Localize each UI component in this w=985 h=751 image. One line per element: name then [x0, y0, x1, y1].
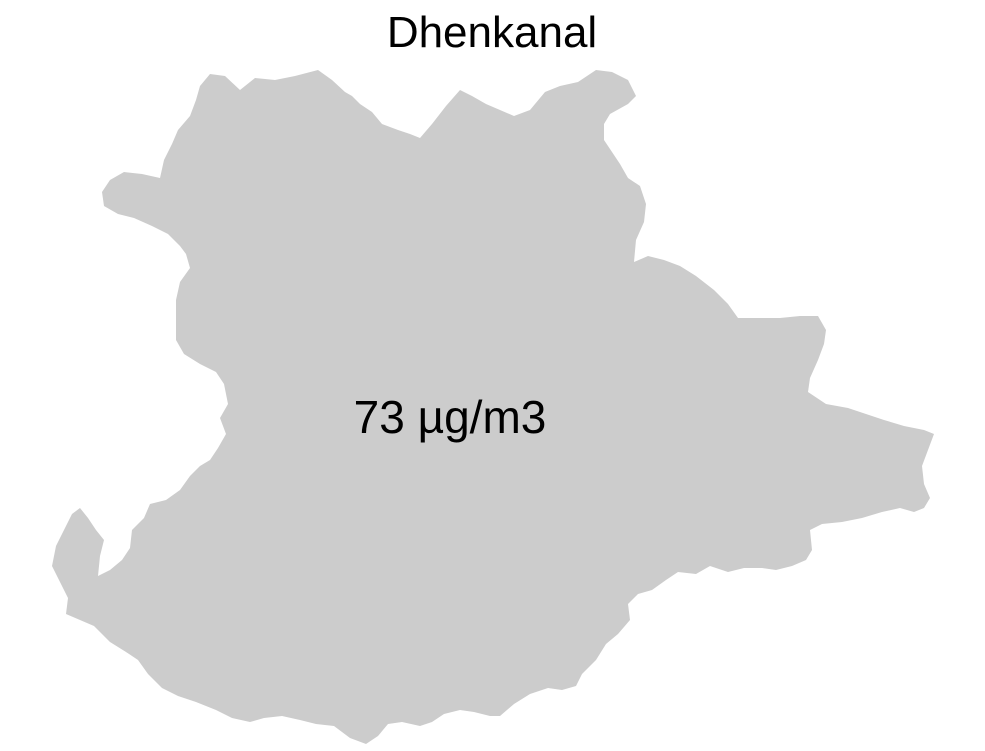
map-title: Dhenkanal	[387, 8, 597, 57]
dhenkanal-district-shape	[52, 70, 934, 744]
pm-value-label: 73 µg/m3	[354, 391, 547, 443]
